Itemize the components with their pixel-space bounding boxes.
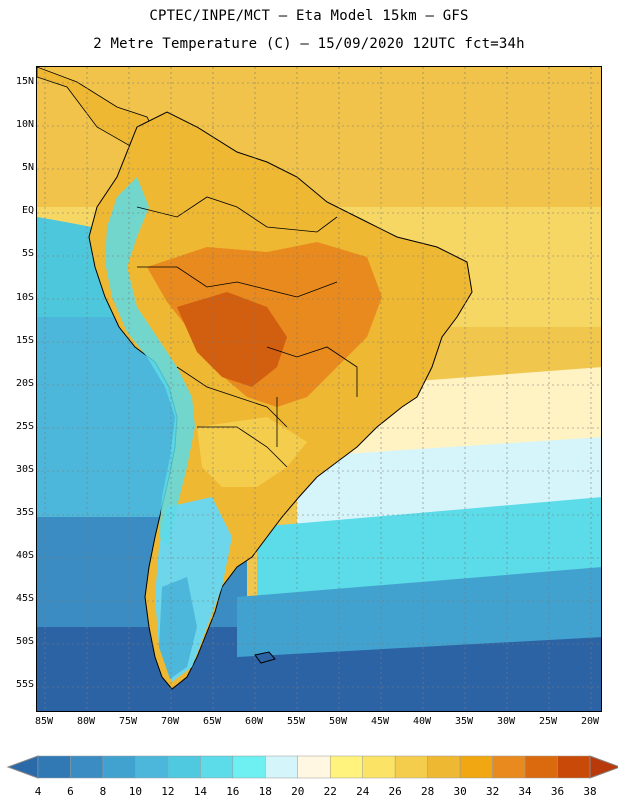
lat-label: 25S xyxy=(15,420,34,432)
colorbar-swatch xyxy=(135,755,169,779)
lat-label: 35S xyxy=(15,507,34,518)
lat-label: 50S xyxy=(15,636,34,648)
lon-label: 70W xyxy=(160,716,180,727)
colorbar-label: 14 xyxy=(193,785,207,798)
lon-label: 45W xyxy=(370,716,390,727)
colorbar-swatch xyxy=(70,755,104,779)
colorbar-swatch xyxy=(427,755,461,779)
colorbar-swatch xyxy=(394,755,428,779)
colorbar-label: 36 xyxy=(550,785,565,798)
lon-label: 40W xyxy=(412,716,432,727)
colorbar-label: 34 xyxy=(518,785,532,798)
lat-label: 20S xyxy=(15,377,34,389)
colorbar-arrow-low xyxy=(6,755,39,779)
colorbar-label: 6 xyxy=(67,785,74,798)
lon-label: 75W xyxy=(118,716,138,727)
colorbar-swatch xyxy=(265,755,299,779)
colorbar-label: 38 xyxy=(583,785,597,798)
lon-label: 50W xyxy=(328,716,348,727)
colorbar-label: 18 xyxy=(258,785,272,798)
colorbar-label: 32 xyxy=(485,785,500,798)
lat-label: 55S xyxy=(15,679,34,691)
lat-label: 5N xyxy=(21,162,34,174)
map-canvas xyxy=(37,67,601,711)
lon-label: 35W xyxy=(454,716,474,727)
colorbar-label: 12 xyxy=(161,785,175,798)
colorbar-swatch xyxy=(232,755,266,779)
colorbar-label: 16 xyxy=(226,785,240,798)
lon-label: 55W xyxy=(286,716,306,727)
temperature-map xyxy=(36,66,602,712)
patagonia-cold xyxy=(159,577,197,679)
colorbar-swatch xyxy=(362,755,396,779)
lon-label: 30W xyxy=(496,716,516,727)
lon-label: 20W xyxy=(580,716,600,727)
colorbar-label: 28 xyxy=(421,785,435,798)
colorbar-swatch xyxy=(102,755,136,779)
colorbar-arrow-high xyxy=(589,755,618,779)
lon-label: 80W xyxy=(76,716,96,727)
lon-label: 25W xyxy=(538,716,558,727)
lon-label: 65W xyxy=(202,716,222,727)
colorbar-label: 22 xyxy=(323,785,337,798)
colorbar-swatch xyxy=(459,755,493,779)
chart-title-line2: 2 Metre Temperature (C) – 15/09/2020 12U… xyxy=(93,36,525,52)
atlantic-blue xyxy=(237,567,601,657)
colorbar-label: 30 xyxy=(453,785,467,798)
lat-label: 10N xyxy=(15,119,34,131)
colorbar-swatch xyxy=(329,755,363,779)
lat-label: 5S xyxy=(21,248,34,260)
colorbar-label: 24 xyxy=(356,785,370,798)
colorbar-swatch xyxy=(557,755,591,779)
colorbar-label: 26 xyxy=(388,785,402,798)
colorbar-label: 4 xyxy=(34,785,42,798)
colorbar-swatch xyxy=(297,755,331,779)
lat-label: 15N xyxy=(15,76,34,87)
chart-title-line1: CPTEC/INPE/MCT – Eta Model 15km – GFS xyxy=(149,8,469,24)
lat-label: 10S xyxy=(15,291,34,303)
colorbar-swatch xyxy=(37,755,71,779)
lon-label: 60W xyxy=(244,716,264,727)
colorbar-label: 20 xyxy=(291,785,305,798)
very-hot-core xyxy=(177,292,287,387)
lat-label: EQ xyxy=(21,205,34,217)
colorbar-swatch xyxy=(200,755,234,779)
lat-label: 30S xyxy=(15,463,34,475)
colorbar-swatch xyxy=(492,755,526,779)
lon-label: 85W xyxy=(34,716,54,727)
lat-label: 15S xyxy=(15,334,34,346)
falkland-islands xyxy=(254,651,276,664)
lat-label: 45S xyxy=(15,593,34,605)
southern-cone-warm xyxy=(197,417,307,487)
lat-label: 40S xyxy=(15,550,34,562)
colorbar xyxy=(6,755,618,779)
graticule xyxy=(37,67,601,711)
colorbar-swatch xyxy=(167,755,201,779)
colorbar-swatch xyxy=(524,755,558,779)
colorbar-label: 8 xyxy=(99,785,107,798)
andes-cold-strip xyxy=(105,177,195,547)
colorbar-label: 10 xyxy=(128,785,143,798)
